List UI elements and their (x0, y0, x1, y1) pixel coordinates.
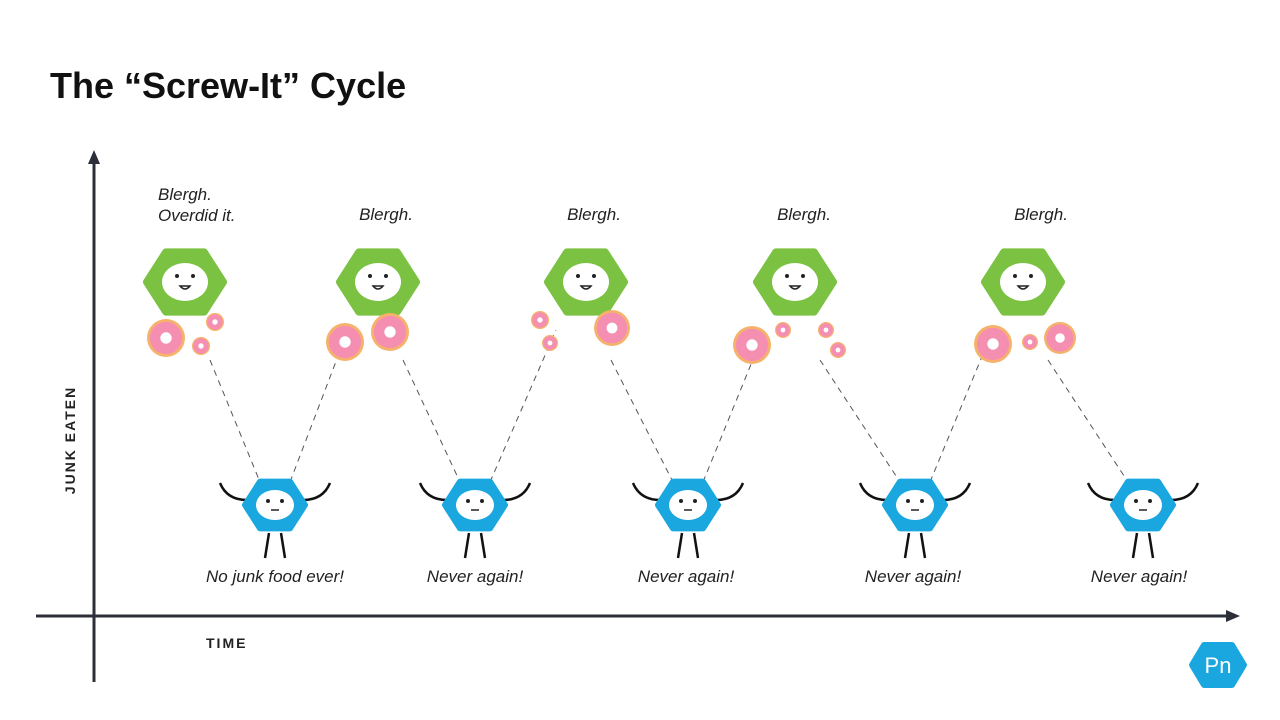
trough-label: Never again! (1091, 567, 1188, 586)
mouth (579, 285, 593, 290)
eye (466, 499, 470, 503)
eye (592, 274, 596, 278)
face (1124, 490, 1162, 520)
arm (858, 482, 888, 502)
dashed-connector (402, 359, 461, 483)
eye (920, 499, 924, 503)
face (456, 490, 494, 520)
face (896, 490, 934, 520)
leg (1147, 532, 1155, 559)
leg (263, 532, 271, 559)
eye (576, 274, 580, 278)
trough-label: No junk food ever! (206, 567, 344, 586)
face (162, 263, 208, 301)
leg (903, 532, 911, 559)
eye (1134, 499, 1138, 503)
leg (919, 532, 927, 559)
donut-hole (823, 327, 829, 333)
eye (906, 499, 910, 503)
trough-label: Never again! (427, 567, 524, 586)
donut-hole (212, 319, 218, 325)
eye (384, 274, 388, 278)
logo-badge (1189, 642, 1247, 688)
eye (368, 274, 372, 278)
arm (502, 482, 532, 502)
leg (676, 532, 684, 559)
eye (1029, 274, 1033, 278)
donut-hole (1055, 333, 1065, 343)
peak-label: Blergh. (158, 185, 212, 204)
eye (785, 274, 789, 278)
eye (1013, 274, 1017, 278)
eye (679, 499, 683, 503)
donut-hole (160, 332, 172, 344)
mouth (1016, 285, 1030, 290)
donut-hole (606, 322, 618, 334)
donut-hole (384, 326, 396, 338)
leg (479, 532, 487, 559)
leg (463, 532, 471, 559)
leg (692, 532, 700, 559)
donut-hole (746, 339, 758, 351)
dashed-connector (610, 359, 674, 483)
mouth (178, 285, 192, 290)
donut-hole (547, 340, 553, 346)
donut-hole (198, 343, 204, 349)
peak-label: Blergh. (1014, 205, 1068, 224)
face (355, 263, 401, 301)
donut-hole (780, 327, 786, 333)
donut-hole (339, 336, 351, 348)
arm (418, 482, 448, 502)
peak-label: Blergh. (567, 205, 621, 224)
eye (1148, 499, 1152, 503)
y-axis-label: JUNK EATEN (62, 386, 78, 494)
eye (175, 274, 179, 278)
trough-label: Never again! (865, 567, 962, 586)
eye (280, 499, 284, 503)
characters (143, 248, 1200, 559)
eye (266, 499, 270, 503)
x-axis-arrow (1226, 610, 1240, 622)
donut-hole (835, 347, 841, 353)
donut-hole (537, 317, 543, 323)
donut-hole (1027, 339, 1033, 345)
leg (279, 532, 287, 559)
mouth (788, 285, 802, 290)
leg (1131, 532, 1139, 559)
x-axis-label: TIME (206, 635, 247, 651)
peak-label: Overdid it. (158, 206, 235, 225)
arm (218, 482, 248, 502)
peak-label: Blergh. (777, 205, 831, 224)
face (1000, 263, 1046, 301)
eye (480, 499, 484, 503)
dashed-connector (209, 359, 261, 483)
peak-label: Blergh. (359, 205, 413, 224)
logo-text: Pn (1205, 653, 1232, 678)
eye (191, 274, 195, 278)
mouth (371, 285, 385, 290)
eye (801, 274, 805, 278)
eye (693, 499, 697, 503)
dashed-connector (489, 329, 557, 483)
trough-label: Never again! (638, 567, 735, 586)
donut-hole (987, 338, 999, 350)
face (256, 490, 294, 520)
face (772, 263, 818, 301)
dashed-connector (819, 359, 901, 483)
face (669, 490, 707, 520)
arm (1086, 482, 1116, 502)
y-axis-arrow (88, 150, 100, 164)
arm (942, 482, 972, 502)
arm (715, 482, 745, 502)
slide-title: The “Screw-It” Cycle (50, 65, 406, 106)
arm (631, 482, 661, 502)
face (563, 263, 609, 301)
arm (1170, 482, 1200, 502)
dashed-connector (1047, 359, 1129, 483)
arm (302, 482, 332, 502)
